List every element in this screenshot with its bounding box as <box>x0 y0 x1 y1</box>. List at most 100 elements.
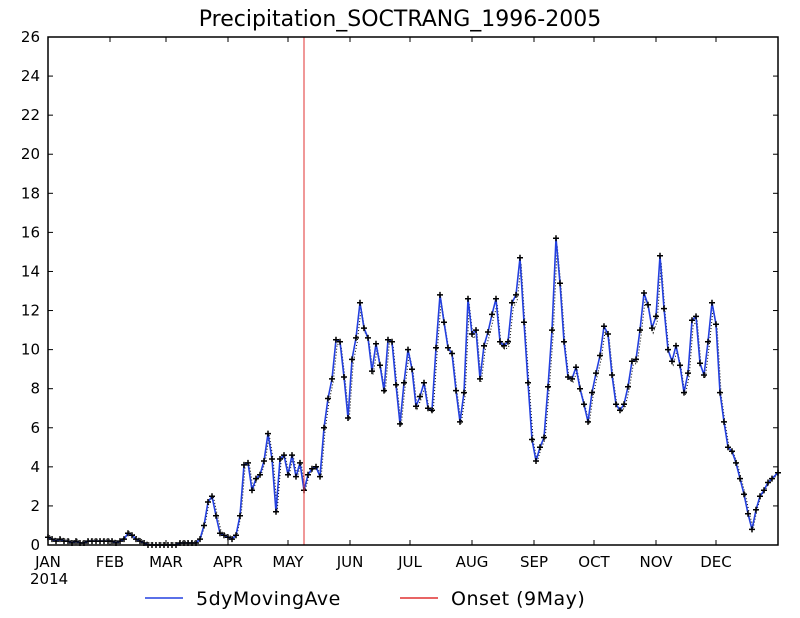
data-point-marker <box>489 311 495 318</box>
data-point-marker <box>313 463 319 470</box>
data-point-marker <box>629 358 635 365</box>
data-point-marker <box>293 473 299 480</box>
data-point-marker <box>613 401 619 408</box>
data-point-marker <box>65 538 71 545</box>
data-point-marker <box>713 321 719 328</box>
data-point-marker <box>601 323 607 330</box>
y-tick-label: 10 <box>21 341 40 359</box>
y-tick-label: 8 <box>30 380 40 398</box>
data-point-marker <box>437 291 443 298</box>
data-point-marker <box>217 530 223 537</box>
chart-title: Precipitation_SOCTRANG_1996-2005 <box>199 7 601 32</box>
x-tick-label: DEC <box>700 553 732 571</box>
data-point-marker <box>693 313 699 320</box>
legend-label-moving-average: 5dyMovingAve <box>196 588 341 610</box>
data-point-marker <box>341 374 347 380</box>
data-point-marker <box>229 536 235 543</box>
x-tick-label: AUG <box>456 553 489 571</box>
data-point-marker <box>281 452 287 459</box>
data-point-marker <box>401 379 407 386</box>
data-point-marker <box>485 329 491 335</box>
data-point-marker <box>353 334 359 341</box>
data-point-marker <box>661 305 667 312</box>
data-point-marker <box>749 526 755 533</box>
data-point-marker <box>665 346 671 353</box>
series-line-moving-average <box>47 238 779 546</box>
data-point-marker <box>57 536 63 543</box>
data-point-marker <box>493 295 499 302</box>
data-point-marker <box>473 327 479 334</box>
y-tick-label: 24 <box>21 67 40 85</box>
plot-area <box>45 37 781 548</box>
data-point-marker <box>657 252 663 259</box>
data-point-marker <box>221 532 227 539</box>
data-point-marker <box>545 383 551 390</box>
x-tick-label: JAN <box>34 553 61 571</box>
data-point-marker <box>73 538 79 545</box>
data-point-marker <box>129 532 135 539</box>
x-tick-label: NOV <box>639 553 673 571</box>
y-tick-label: 18 <box>21 184 40 202</box>
data-point-marker <box>721 418 727 425</box>
data-point-marker <box>717 389 723 396</box>
data-point-marker <box>653 313 659 320</box>
data-point-marker <box>577 385 583 392</box>
data-point-marker <box>677 362 683 369</box>
x-tick-label: MAR <box>149 553 183 571</box>
data-point-marker <box>645 301 651 308</box>
data-point-marker <box>317 473 323 480</box>
plot-frame <box>47 36 779 546</box>
data-point-marker <box>561 338 567 345</box>
x-tick-label: OCT <box>578 553 610 571</box>
y-tick-label: 4 <box>30 458 40 476</box>
data-point-marker <box>609 372 615 378</box>
data-point-marker <box>461 389 467 396</box>
data-point-marker <box>597 352 603 359</box>
y-tick-label: 14 <box>21 262 40 280</box>
data-point-marker <box>705 338 711 345</box>
data-point-marker <box>517 254 523 261</box>
data-point-marker <box>669 358 675 365</box>
data-point-marker <box>725 444 731 451</box>
data-point-marker <box>553 235 559 242</box>
data-point-marker <box>213 512 219 519</box>
data-point-marker <box>497 338 503 345</box>
data-point-marker <box>337 338 343 345</box>
data-point-marker <box>501 342 507 349</box>
data-point-marker <box>621 401 627 408</box>
data-point-marker <box>633 356 639 363</box>
y-tick-label: 22 <box>21 106 40 124</box>
data-point-marker <box>329 375 335 382</box>
data-point-marker <box>741 491 747 498</box>
y-tick-label: 2 <box>30 497 40 515</box>
data-point-marker <box>389 338 395 345</box>
data-point-marker <box>433 344 439 351</box>
data-point-marker <box>649 325 655 332</box>
data-point-marker <box>413 403 419 410</box>
series-shadow-line <box>48 245 780 544</box>
data-point-marker <box>333 336 339 343</box>
y-tick-label: 20 <box>21 145 40 163</box>
data-point-marker <box>393 381 399 388</box>
data-point-marker <box>453 387 459 394</box>
data-point-marker <box>625 383 631 390</box>
data-point-marker <box>585 418 591 425</box>
x-tick-label: JUL <box>397 553 422 571</box>
data-point-marker <box>261 458 267 464</box>
data-point-marker <box>753 506 759 513</box>
data-point-marker <box>257 471 263 478</box>
data-point-marker <box>121 536 127 543</box>
data-point-marker <box>557 280 563 287</box>
y-tick-label: 6 <box>30 419 40 437</box>
data-point-marker <box>477 375 483 382</box>
y-tick-label: 16 <box>21 223 40 241</box>
data-point-marker <box>709 299 715 306</box>
data-point-marker <box>569 375 575 382</box>
data-point-marker <box>273 508 279 515</box>
data-point-marker <box>365 334 371 341</box>
data-point-marker <box>297 459 303 466</box>
data-point-marker <box>49 536 55 543</box>
data-point-marker <box>421 379 427 386</box>
data-point-marker <box>241 461 247 468</box>
data-point-marker <box>253 475 259 482</box>
